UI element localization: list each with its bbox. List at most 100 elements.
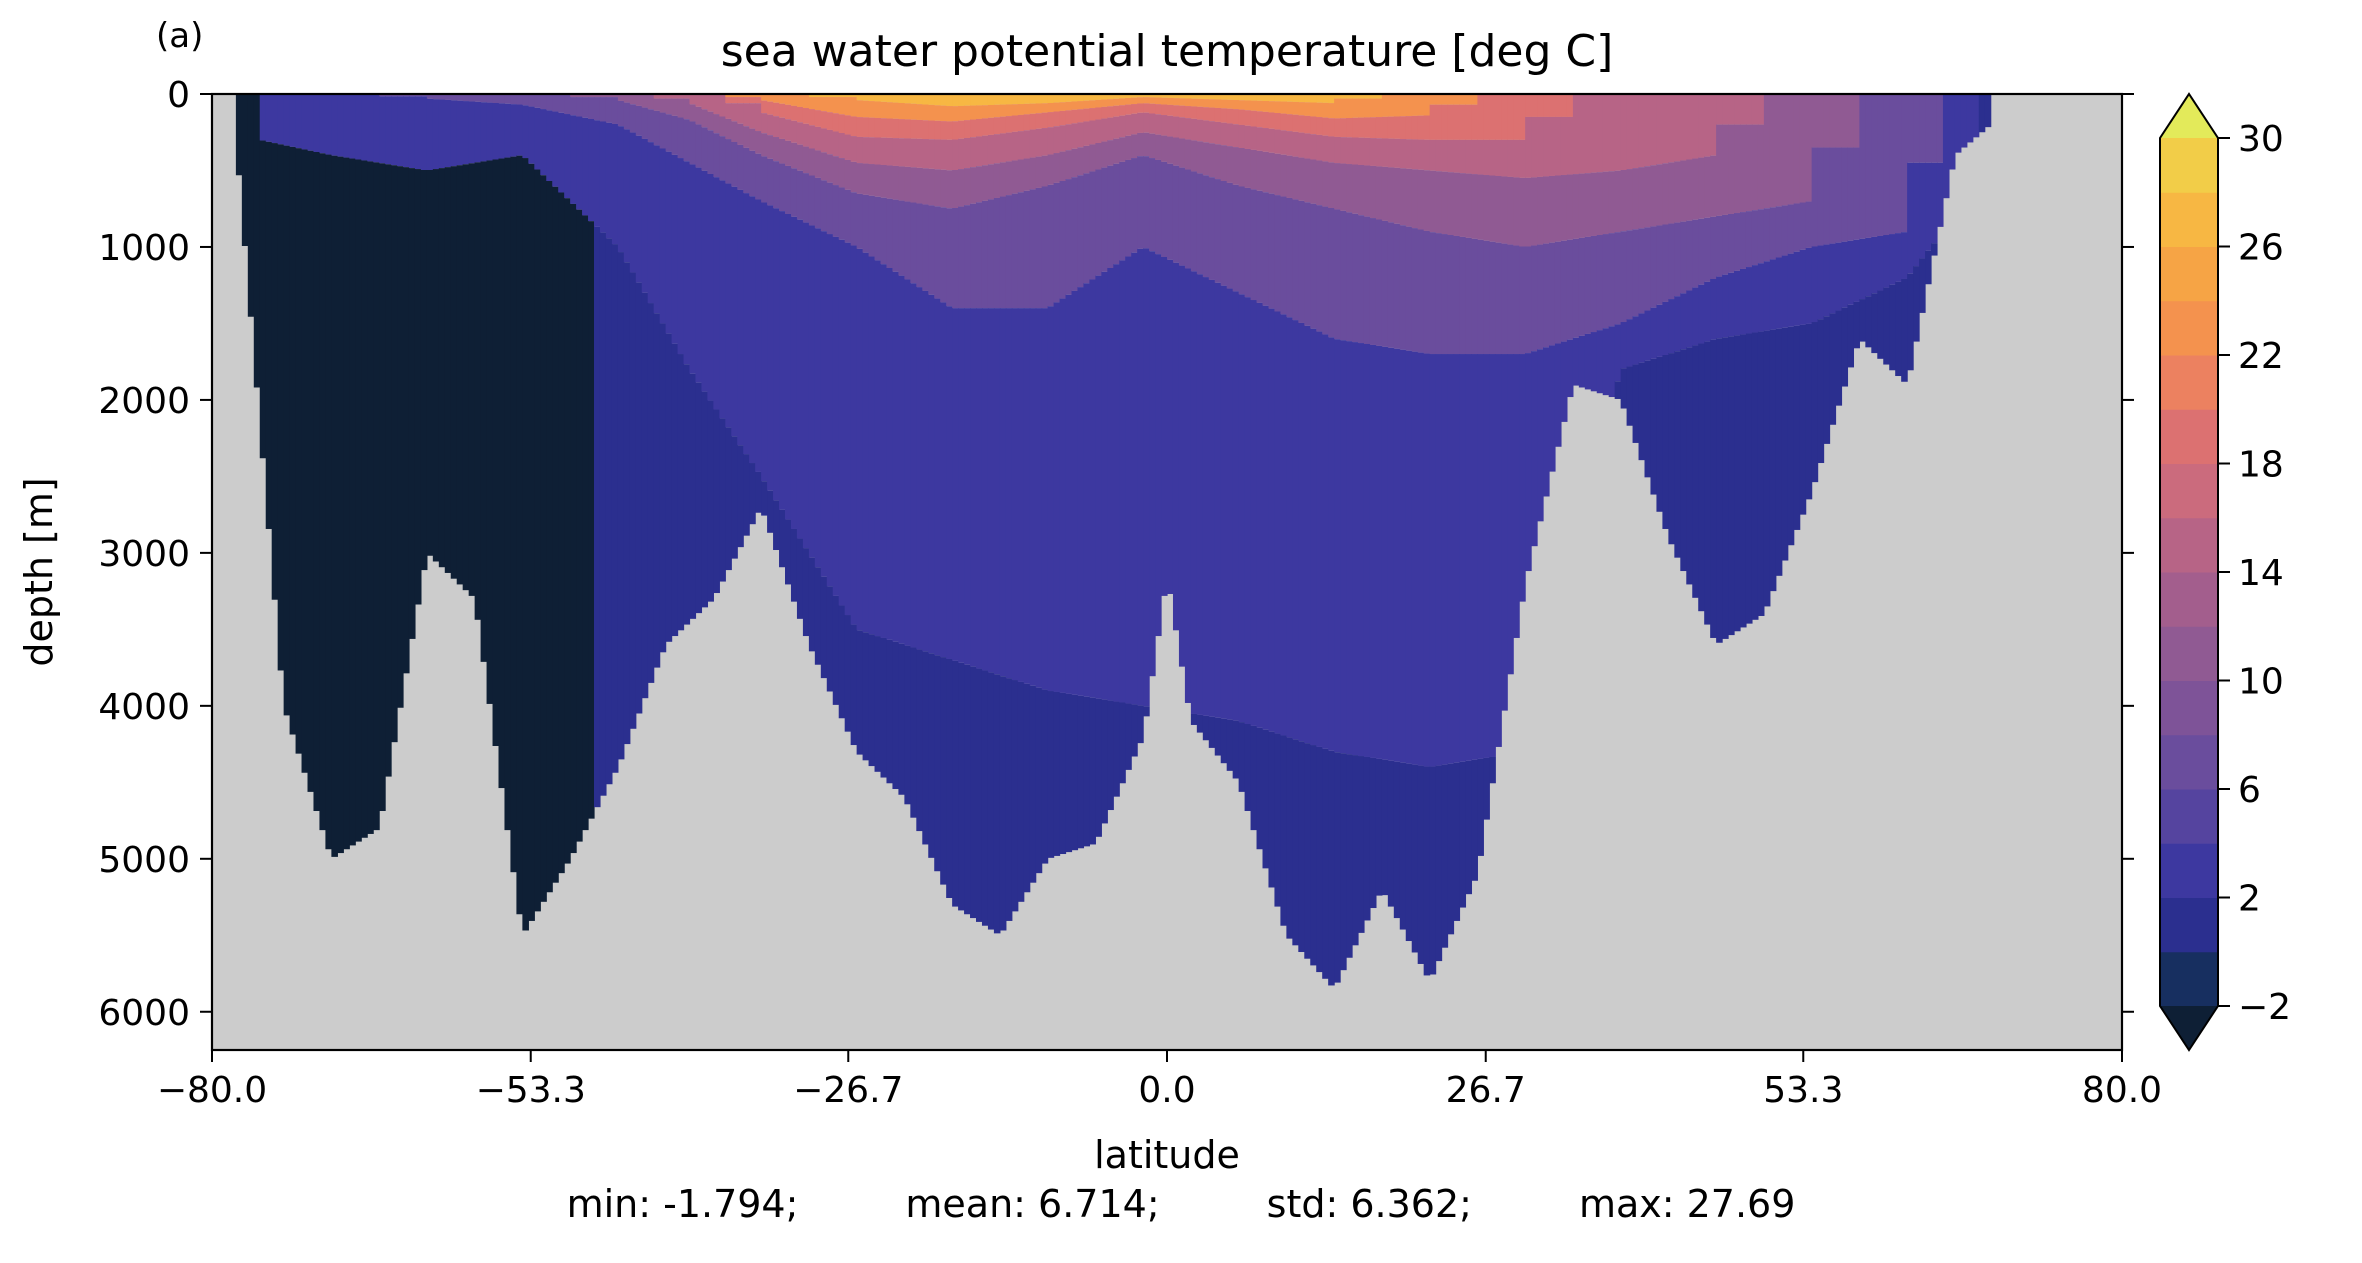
- ocean-cell: [1119, 94, 1126, 99]
- ocean-cell: [999, 133, 1007, 163]
- ocean-cell: [713, 133, 720, 178]
- ocean-cell: [1680, 221, 1687, 294]
- ocean-cell: [1728, 272, 1735, 337]
- ocean-cell: [1352, 755, 1359, 946]
- ocean-cell: [510, 94, 518, 105]
- ocean-cell: [397, 166, 404, 708]
- ocean-cell: [629, 94, 637, 105]
- ocean-cell: [725, 97, 732, 104]
- ocean-cell: [934, 94, 941, 106]
- ocean-cell: [1757, 331, 1765, 616]
- ocean-cell: [1059, 125, 1067, 152]
- ocean-cell: [1107, 267, 1114, 701]
- ocean-cell: [856, 193, 864, 249]
- ocean-cell: [1489, 175, 1496, 242]
- ocean-cell: [1632, 94, 1640, 169]
- ocean-cell: [1680, 349, 1687, 572]
- ocean-cell: [1495, 94, 1502, 140]
- ocean-cell: [1184, 118, 1192, 140]
- ocean-cell: [886, 198, 894, 268]
- ocean-cell: [1107, 700, 1114, 811]
- ocean-cell: [1346, 754, 1353, 958]
- ocean-cell: [468, 163, 476, 596]
- ocean-cell: [1531, 245, 1538, 352]
- ocean-cell: [1459, 104, 1467, 140]
- ocean-cell: [1095, 94, 1102, 100]
- ocean-cell: [1441, 234, 1449, 355]
- ocean-cell: [802, 222, 810, 549]
- colorbar-segment: [2160, 517, 2218, 573]
- ocean-cell: [1620, 170, 1628, 232]
- ocean-cell: [1632, 316, 1640, 365]
- ocean-cell: [1005, 104, 1013, 117]
- ocean-cell: [1554, 94, 1562, 117]
- ocean-cell: [904, 138, 911, 167]
- colorbar-segment: [2160, 789, 2218, 844]
- ocean-cell: [426, 98, 434, 170]
- ocean-cell: [1232, 100, 1240, 110]
- ocean-cell: [874, 164, 882, 197]
- ocean-cell: [1769, 207, 1777, 260]
- colorbar-tick-label: 26: [2238, 228, 2284, 269]
- ocean-cell: [1942, 94, 1950, 199]
- ocean-cell: [498, 103, 506, 159]
- ocean-cell: [773, 500, 780, 551]
- ocean-cell: [1274, 113, 1282, 130]
- ocean-cell: [1650, 358, 1658, 495]
- ocean-cell: [1250, 725, 1258, 831]
- ocean-cell: [802, 173, 810, 223]
- ocean-cell: [623, 94, 631, 103]
- ocean-cell: [1519, 177, 1526, 247]
- ocean-cell: [1089, 144, 1096, 172]
- ocean-cell: [1292, 156, 1299, 200]
- ocean-cell: [1931, 243, 1938, 256]
- ocean-cell: [1053, 102, 1061, 112]
- ocean-cell: [1328, 103, 1335, 119]
- ocean-cell: [361, 160, 368, 838]
- ocean-cell: [1572, 174, 1580, 239]
- ocean-cell: [1101, 106, 1108, 119]
- ocean-cell: [1268, 112, 1276, 129]
- ocean-cell: [1799, 202, 1807, 250]
- ocean-cell: [271, 94, 279, 144]
- ocean-cell: [1334, 98, 1341, 119]
- ocean-cell: [1369, 94, 1377, 99]
- ocean-cell: [1059, 102, 1067, 111]
- colorbar-segment: [2160, 300, 2218, 356]
- ocean-cell: [1710, 339, 1717, 638]
- ocean-cell: [1077, 122, 1085, 148]
- ocean-cell: [1680, 293, 1687, 350]
- ocean-cell: [1805, 247, 1813, 324]
- ocean-cell: [1101, 271, 1108, 700]
- ocean-cell: [880, 137, 888, 165]
- ocean-cell: [1131, 97, 1138, 105]
- ocean-cell: [880, 637, 888, 778]
- ocean-cell: [1274, 311, 1282, 734]
- ocean-cell: [832, 131, 840, 157]
- x-tick-label: −53.3: [476, 1070, 586, 1111]
- ocean-cell: [1435, 765, 1443, 962]
- ocean-cell: [820, 111, 828, 129]
- ocean-cell: [796, 144, 804, 171]
- ocean-cell: [850, 116, 858, 137]
- ocean-cell: [1035, 308, 1043, 688]
- ocean-cell: [1919, 162, 1926, 259]
- ocean-cell: [1656, 164, 1664, 226]
- ocean-cell: [1041, 186, 1049, 309]
- ocean-cell: [940, 105, 947, 122]
- ocean-cell: [1704, 217, 1711, 282]
- ocean-cell: [1423, 353, 1431, 767]
- ocean-cell: [1775, 257, 1783, 329]
- ocean-cell: [1375, 345, 1383, 759]
- ocean-cell: [1286, 737, 1293, 939]
- ocean-cell: [1304, 115, 1311, 134]
- ocean-cell: [617, 100, 625, 127]
- ocean-cell: [1363, 165, 1371, 217]
- ocean-cell: [432, 94, 440, 100]
- ocean-cell: [826, 97, 834, 113]
- ocean-cell: [928, 168, 935, 206]
- ocean-cell: [1537, 244, 1544, 350]
- ocean-cell: [1769, 259, 1777, 330]
- ocean-cell: [1381, 116, 1389, 139]
- ocean-cell: [1644, 360, 1652, 478]
